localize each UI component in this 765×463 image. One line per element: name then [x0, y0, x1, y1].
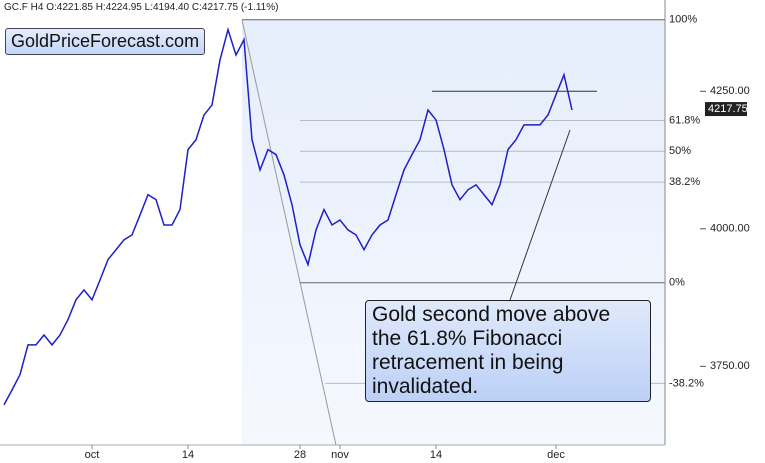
- fib-label: -38.2%: [669, 377, 704, 389]
- x-tick-label: oct: [85, 449, 100, 461]
- annotation: Gold second move above the 61.8% Fibonac…: [365, 300, 651, 402]
- last-price-label: 4217.75: [708, 103, 748, 115]
- x-tick-label: dec: [547, 449, 565, 461]
- x-tick-label: 14: [182, 449, 194, 461]
- fib-label: 100%: [669, 14, 697, 26]
- fib-diagonal: [241, 19, 337, 446]
- header: GC.F H4 O:4221.85 H:4224.95 L:4194.40 C:…: [4, 2, 279, 13]
- fib-label: 0%: [669, 277, 685, 289]
- y-tick-label: 4000.00: [710, 223, 750, 235]
- fib-label: 38.2%: [669, 176, 700, 188]
- x-tick-label: 14: [430, 449, 442, 461]
- fib-label: 61.8%: [669, 114, 700, 126]
- price-line: [3, 27, 573, 406]
- y-tick-label: 4250.00: [710, 85, 750, 97]
- last-price-box: [705, 102, 747, 117]
- watermark: GoldPriceForecast.com: [5, 28, 206, 55]
- callout-line: [509, 129, 571, 301]
- x-tick-label: nov: [331, 449, 349, 461]
- y-tick-label: 3750.00: [710, 360, 750, 372]
- x-tick-label: 28: [294, 449, 306, 461]
- fib-label: 50%: [669, 145, 691, 157]
